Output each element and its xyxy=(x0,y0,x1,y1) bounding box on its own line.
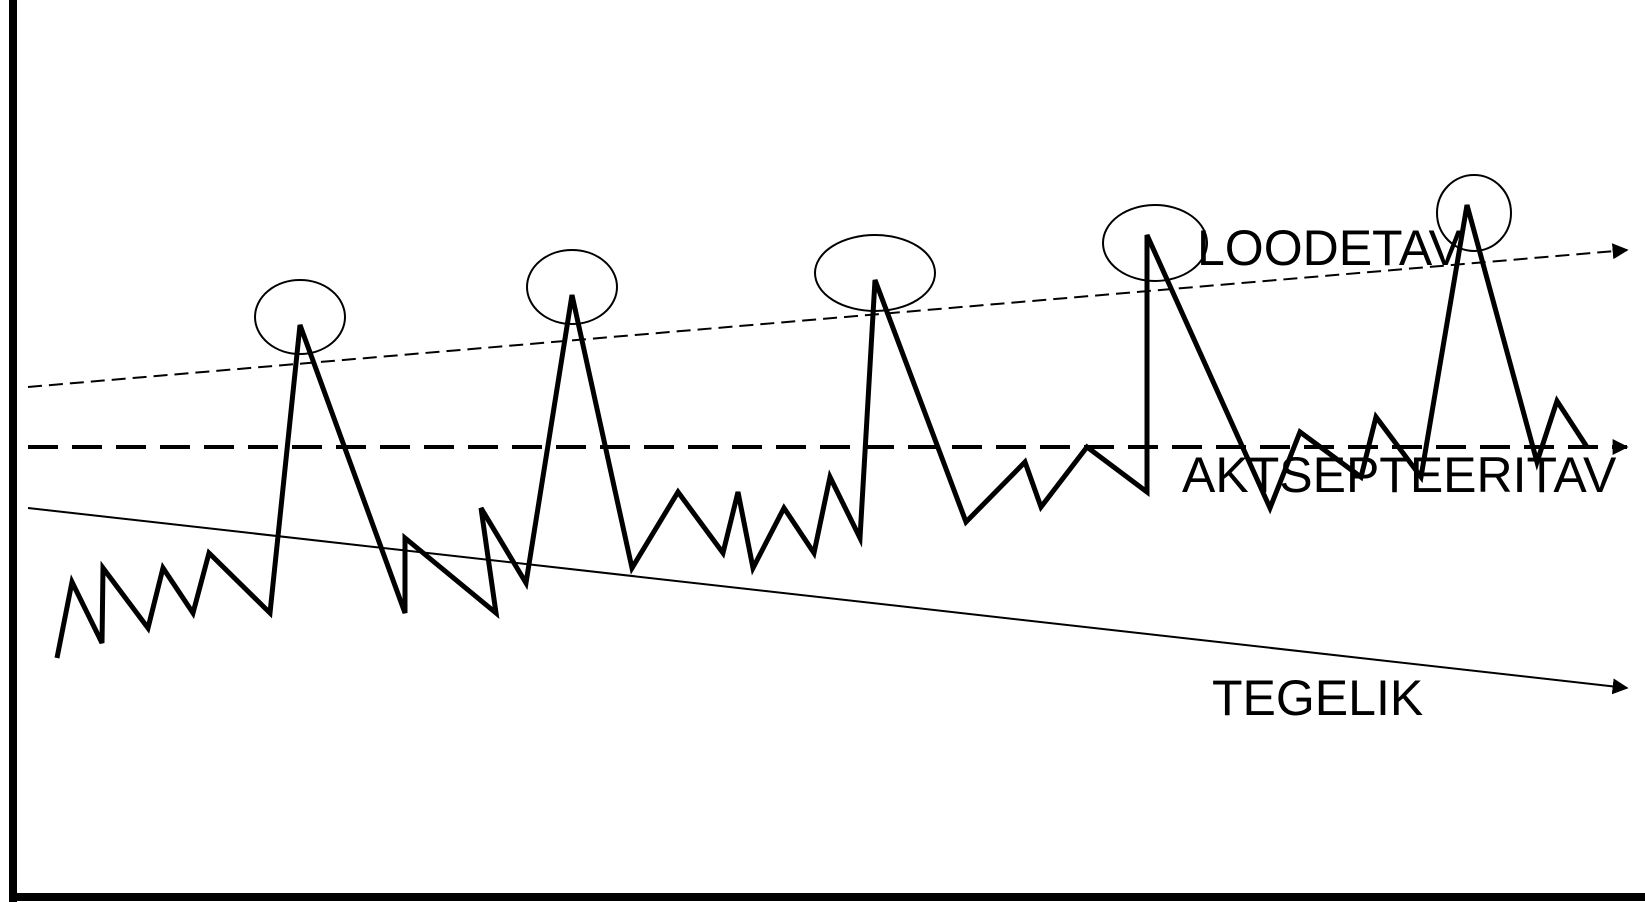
desired-zone-label: LOODETAV xyxy=(1197,220,1463,276)
peak-ring-4 xyxy=(1102,204,1208,282)
actual-zone-label: TEGELIK xyxy=(1212,670,1423,726)
acceptable-zone-label: AKTSEPTEERITAV xyxy=(1182,447,1617,503)
peak-ring-3 xyxy=(814,234,936,312)
performance-zigzag-line xyxy=(54,204,1590,659)
peak-ring-5 xyxy=(1436,174,1512,252)
peak-ring-2 xyxy=(526,249,618,325)
actual-trend-line xyxy=(27,507,1629,695)
peak-ring-1 xyxy=(254,279,346,355)
desired-trend-line xyxy=(27,243,1629,388)
